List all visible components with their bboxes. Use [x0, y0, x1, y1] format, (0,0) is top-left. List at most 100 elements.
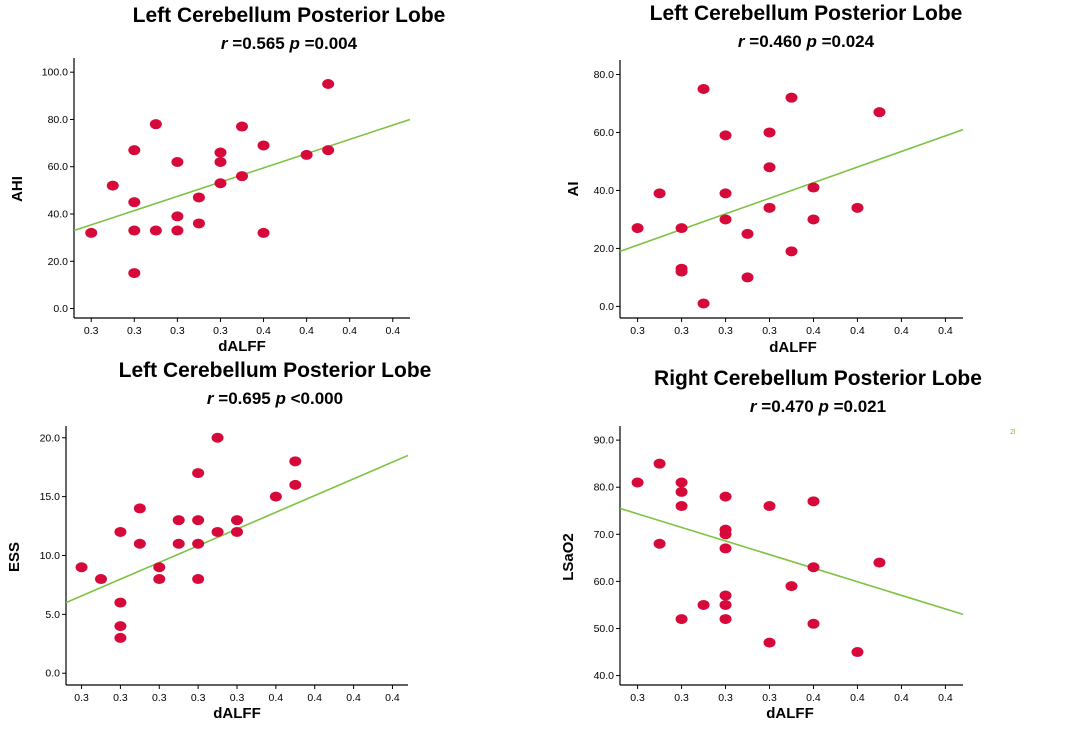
- data-point: [114, 597, 127, 608]
- y-tick-label: 20.0: [594, 243, 615, 255]
- fit-line: [619, 507, 964, 616]
- data-point: [214, 178, 227, 189]
- data-point: [851, 202, 864, 213]
- x-tick-label: 0.3: [718, 692, 733, 704]
- data-point: [741, 228, 754, 239]
- x-tick-label: 0.4: [269, 692, 284, 704]
- data-point: [149, 225, 162, 236]
- x-tick-label: 0.3: [762, 325, 777, 337]
- x-tick-label: 0.3: [127, 325, 142, 337]
- x-tick-label: 0.3: [74, 692, 89, 704]
- data-point: [697, 599, 710, 610]
- y-tick-label: 80.0: [594, 69, 615, 81]
- x-tick-label: 0.4: [938, 325, 953, 337]
- data-point: [236, 171, 248, 182]
- x-tick-label: 0.3: [674, 692, 689, 704]
- x-tick-label: 0.4: [894, 325, 909, 337]
- data-point: [269, 491, 282, 502]
- data-point: [192, 574, 205, 585]
- data-point: [114, 632, 127, 643]
- x-tick-label: 0.3: [191, 692, 206, 704]
- y-tick-label: 50.0: [594, 623, 615, 635]
- chart-subtitle: r =0.470 p =0.021: [750, 397, 886, 416]
- chart-subtitle: r =0.565 p =0.004: [221, 34, 358, 53]
- y-tick-label: 70.0: [594, 529, 615, 541]
- data-point: [763, 637, 776, 648]
- data-point: [289, 479, 302, 490]
- data-point: [114, 526, 127, 537]
- x-tick-label: 0.4: [385, 692, 400, 704]
- y-tick-label: 10.0: [40, 550, 61, 562]
- data-point: [149, 119, 162, 130]
- data-point: [697, 83, 710, 94]
- data-point: [211, 432, 224, 443]
- data-point: [807, 562, 820, 573]
- data-point: [807, 214, 820, 225]
- data-point: [763, 162, 776, 173]
- data-point: [75, 562, 88, 573]
- x-tick-label: 0.3: [84, 325, 99, 337]
- data-point: [675, 266, 688, 277]
- x-axis-label: dALFF: [766, 705, 813, 722]
- data-point: [675, 486, 688, 497]
- x-tick-label: 0.4: [806, 325, 821, 337]
- y-tick-label: 20.0: [48, 256, 69, 268]
- y-tick-label: 80.0: [48, 114, 69, 126]
- y-axis-label: ESS: [6, 542, 23, 572]
- data-point: [763, 127, 776, 138]
- y-tick-label: 60.0: [594, 127, 615, 139]
- data-point: [873, 107, 886, 118]
- data-point: [128, 268, 141, 279]
- x-tick-label: 0.4: [342, 325, 357, 337]
- data-point: [719, 614, 732, 625]
- y-tick-label: 60.0: [48, 161, 69, 173]
- data-point: [171, 211, 184, 222]
- x-tick-label: 0.4: [850, 692, 865, 704]
- x-axis-label: dALFF: [218, 338, 265, 355]
- data-point: [257, 227, 270, 238]
- data-point: [133, 503, 146, 514]
- y-tick-label: 60.0: [594, 576, 615, 588]
- data-point: [675, 501, 688, 512]
- data-point: [807, 618, 820, 629]
- data-point: [153, 574, 166, 585]
- chart-ess: Left Cerebellum Posterior Lobe r =0.695 p…: [6, 359, 431, 722]
- x-tick-label: 0.4: [806, 692, 821, 704]
- y-tick-label: 0.0: [599, 301, 614, 313]
- x-tick-label: 0.4: [299, 325, 314, 337]
- data-point: [236, 121, 248, 132]
- data-point: [231, 515, 243, 526]
- data-point: [719, 543, 732, 554]
- x-tick-label: 0.3: [630, 325, 645, 337]
- x-tick-label: 0.4: [307, 692, 322, 704]
- data-point: [128, 197, 141, 208]
- data-point: [675, 477, 688, 488]
- data-point: [873, 557, 886, 568]
- x-tick-label: 0.4: [385, 325, 400, 337]
- data-point: [322, 79, 335, 89]
- data-point: [289, 456, 302, 467]
- stray-mark: 2l: [1010, 429, 1016, 436]
- y-tick-label: 40.0: [594, 185, 615, 197]
- fit-line: [619, 128, 964, 253]
- data-point: [675, 614, 688, 625]
- data-point: [719, 599, 732, 610]
- y-tick-label: 5.0: [45, 609, 60, 621]
- data-point: [192, 192, 205, 203]
- data-point: [719, 590, 732, 601]
- data-point: [807, 182, 820, 193]
- x-tick-label: 0.3: [113, 692, 128, 704]
- y-tick-label: 40.0: [48, 209, 69, 221]
- data-point: [231, 526, 243, 537]
- data-point: [851, 647, 864, 658]
- x-tick-label: 0.3: [630, 692, 645, 704]
- data-point: [631, 223, 644, 234]
- data-point: [807, 496, 820, 507]
- data-point: [114, 621, 127, 632]
- x-tick-label: 0.4: [346, 692, 361, 704]
- data-point: [94, 574, 107, 585]
- x-tick-label: 0.3: [152, 692, 167, 704]
- data-point: [172, 515, 185, 526]
- data-point: [128, 145, 141, 156]
